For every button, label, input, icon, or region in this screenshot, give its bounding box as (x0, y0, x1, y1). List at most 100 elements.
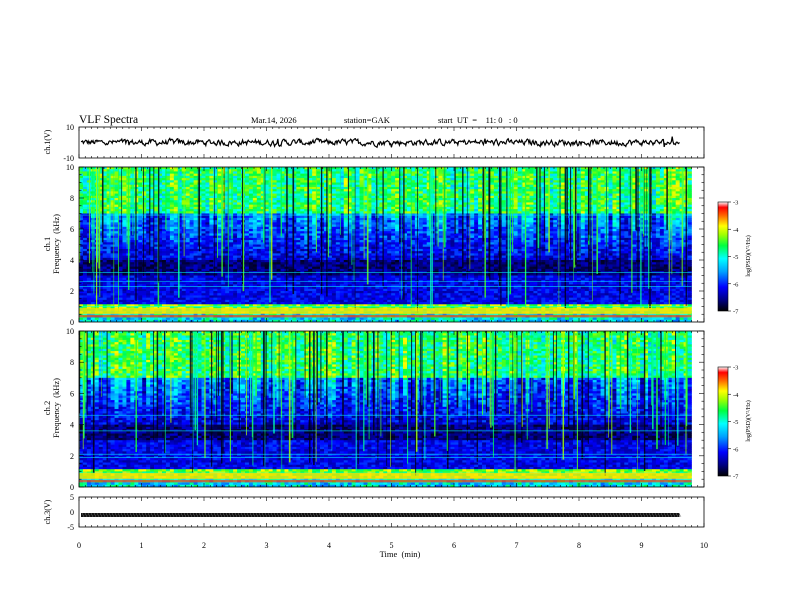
spectrogram-cell (241, 297, 246, 301)
spectrogram-cell (256, 180, 262, 183)
spectrogram-cell (173, 200, 179, 203)
spectrogram-cell (189, 237, 194, 241)
spectrogram-cell (221, 167, 226, 170)
spectrogram-cell (276, 277, 281, 281)
spectrogram-cell (276, 251, 281, 254)
spectrogram-cell (252, 253, 258, 256)
spectrogram-cell (335, 279, 341, 283)
spectrogram-cell (292, 319, 297, 322)
spectrogram-cell (165, 313, 171, 316)
spectrogram-cell (90, 293, 96, 296)
spectrogram-cell (221, 286, 226, 290)
spectrogram-cell (142, 226, 147, 230)
spectrogram-cell (268, 319, 273, 322)
spectrogram-cell (339, 231, 345, 234)
spectrogram-cell (161, 293, 167, 296)
spectrogram-cell (197, 304, 202, 307)
spectrogram-cell (154, 173, 159, 177)
spectrogram-cell (90, 306, 96, 310)
spectrogram-cell (292, 217, 297, 221)
spectrogram-cell (300, 217, 305, 221)
spectrogram-cell (106, 255, 111, 259)
spectrogram-cell (185, 268, 190, 272)
spectrogram-cell (205, 244, 210, 248)
spectrogram-cell (248, 275, 254, 279)
spectrogram-cell (213, 206, 218, 210)
spectrogram-cell (256, 171, 262, 174)
spectrogram-cell (292, 317, 297, 321)
spectrogram-cell (300, 198, 305, 201)
spectrogram-cell (150, 195, 155, 199)
spectrogram-cell (86, 268, 92, 272)
spectrogram-cell (304, 266, 309, 270)
spectrogram-cell (308, 268, 313, 272)
spectrogram-cell (327, 200, 333, 203)
spectrogram-cell (229, 237, 234, 241)
spectrogram-cell (122, 297, 127, 301)
spectrogram-cell (106, 306, 111, 310)
spectrogram-cell (201, 282, 206, 285)
spectrogram-cell (256, 222, 262, 225)
spectrogram-cell (343, 248, 349, 252)
spectrogram-cell (185, 279, 190, 283)
spectrogram-cell (237, 169, 242, 172)
spectrogram-cell (110, 215, 115, 219)
spectrogram-cell (331, 242, 337, 245)
spectrogram-cell (237, 266, 242, 270)
spectrogram-cell (98, 189, 104, 192)
spectrogram-cell (134, 319, 139, 322)
spectrogram-cell (82, 235, 88, 239)
spectrogram-cell (158, 220, 163, 223)
spectrogram-cell (118, 224, 123, 228)
spectrogram-cell (256, 264, 262, 267)
spectrogram-cell (225, 288, 230, 292)
spectrogram-cell (229, 277, 234, 281)
spectrogram-cell (229, 191, 234, 194)
spectrogram-cell (165, 255, 171, 259)
spectrogram-cell (142, 253, 147, 256)
spectrogram-cell (173, 231, 179, 234)
spectrogram-cell (260, 209, 266, 212)
spectrogram-cell (312, 244, 317, 248)
spectrogram-cell (173, 319, 179, 322)
spectrogram-cell (300, 253, 305, 256)
spectrogram-cell (312, 237, 317, 241)
spectrogram-cell (185, 186, 190, 190)
spectrogram-cell (158, 246, 163, 250)
spectrogram-cell (181, 275, 187, 279)
spectrogram-cell (173, 275, 179, 279)
spectrogram-cell (244, 240, 250, 243)
spectrogram-cell (154, 226, 159, 230)
spectrogram-cell (142, 279, 147, 283)
spectrogram-cell (335, 266, 341, 270)
spectrogram-cell (343, 222, 349, 225)
spectrogram-cell (138, 167, 143, 170)
spectrogram-cell (185, 262, 190, 265)
spectrogram-cell (161, 246, 167, 250)
spectrogram-cell (185, 253, 190, 256)
spectrogram-cell (213, 253, 218, 256)
spectrogram-cell (173, 262, 179, 265)
spectrogram-cell (201, 182, 206, 186)
spectrogram-cell (331, 306, 337, 310)
spectrogram-cell (268, 211, 273, 214)
spectrogram-cell (260, 273, 266, 276)
spectrogram-cell (327, 167, 333, 170)
spectrogram-cell (308, 304, 313, 307)
spectrogram-cell (244, 317, 250, 321)
spectrogram-cell (209, 167, 214, 170)
spectrogram-cell (347, 215, 353, 219)
spectrogram-cell (189, 180, 194, 183)
spectrogram-cell (79, 167, 84, 170)
spectrogram-cell (233, 224, 238, 228)
spectrogram-cell (122, 286, 127, 290)
spectrogram-cell (142, 193, 147, 197)
spectrogram-cell (169, 279, 175, 283)
spectrogram-cell (331, 202, 337, 205)
spectrogram-cell (327, 198, 333, 201)
spectrogram-cell (347, 180, 353, 183)
spectrogram-cell (82, 231, 88, 234)
spectrogram-cell (229, 198, 234, 201)
spectrogram-cell (197, 257, 202, 261)
spectrogram-cell (280, 277, 285, 281)
